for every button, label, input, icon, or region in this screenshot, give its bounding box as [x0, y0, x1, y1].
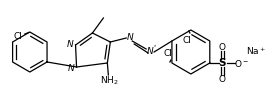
- Text: N: N: [68, 64, 75, 72]
- Text: N: N: [67, 39, 74, 49]
- Text: S: S: [218, 58, 225, 68]
- Text: N: N: [127, 33, 134, 41]
- Text: Na$^+$: Na$^+$: [246, 45, 267, 57]
- Text: Cl: Cl: [182, 35, 191, 45]
- Text: O: O: [219, 75, 226, 83]
- Text: Cl: Cl: [13, 32, 22, 41]
- Text: ʹ: ʹ: [153, 45, 155, 54]
- Text: O: O: [219, 43, 226, 51]
- Text: NH$_2$: NH$_2$: [100, 75, 119, 87]
- Text: N: N: [147, 47, 154, 56]
- Text: O$^-$: O$^-$: [234, 58, 249, 68]
- Text: Cl: Cl: [164, 49, 172, 58]
